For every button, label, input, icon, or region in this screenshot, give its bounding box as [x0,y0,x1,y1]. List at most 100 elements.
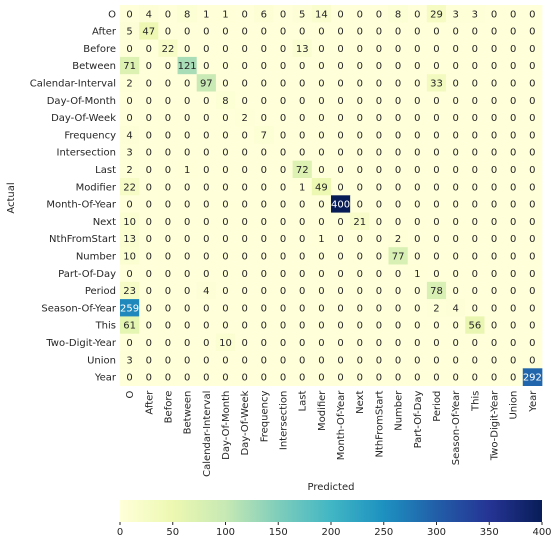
cell-value: 0 [491,165,497,176]
cell-value: 0 [146,113,152,124]
cell-value: 0 [472,200,478,211]
cell-value: 0 [241,338,247,349]
cell-value: 0 [184,182,190,193]
cell-value: 0 [165,251,171,262]
x-tick-label: Year [528,390,539,413]
heatmap-cell [369,178,389,196]
y-tick-label: Day-Of-Month [47,96,116,107]
heatmap-cell [522,299,543,317]
cell-value: 0 [241,373,247,384]
heatmap-cell [158,368,178,386]
cell-value: 0 [395,200,401,211]
cell-value: 0 [452,217,458,228]
heatmap-cell [235,299,255,317]
cell-value: 0 [280,182,286,193]
heatmap-cell [254,351,274,369]
cell-value: 0 [529,165,535,176]
cell-value: 0 [241,44,247,55]
cell-value: 0 [280,130,286,141]
cell-value: 0 [184,44,190,55]
colorbar-tick-label: 350 [480,527,499,538]
cell-value: 0 [184,148,190,159]
heatmap-cell [388,281,409,300]
cell-value: 0 [203,338,209,349]
cell-value: 0 [414,9,420,20]
cell-value: 0 [491,338,497,349]
heatmap-cell [139,229,159,248]
heatmap-cell [292,212,313,231]
cell-value: 0 [414,61,420,72]
cell-value: 0 [472,234,478,245]
heatmap-cell [292,178,313,196]
y-tick-label: NthFromStart [49,234,116,245]
heatmap-cell [139,108,159,127]
heatmap-cell [407,178,428,196]
cell-value: 56 [468,321,481,332]
cell-value: 121 [178,61,197,72]
heatmap-cell [446,5,466,23]
cell-value: 0 [433,200,439,211]
cell-value: 0 [472,251,478,262]
heatmap-cell [465,39,485,58]
heatmap-cell [139,368,159,386]
heatmap-cell [120,316,140,335]
heatmap-cell [522,56,543,75]
heatmap-cell [120,229,140,248]
y-tick-label: Between [72,61,116,72]
heatmap-cell [350,351,370,369]
heatmap-cell [330,195,351,213]
heatmap-cell [235,195,255,213]
cell-value: 0 [261,251,267,262]
cell-value: 0 [472,355,478,366]
cell-value: 0 [452,338,458,349]
heatmap-cell [484,247,504,265]
heatmap-cell [177,229,198,248]
heatmap-cell [273,229,294,248]
cell-value: 0 [241,61,247,72]
cell-value: 0 [491,269,497,280]
cell-value: 0 [529,61,535,72]
heatmap-cell [484,316,504,335]
heatmap-cell [273,212,294,231]
cell-value: 0 [357,338,363,349]
heatmap-cell [407,22,428,40]
cell-value: 0 [376,148,382,159]
cell-value: 0 [318,27,324,38]
heatmap-cell [235,108,255,127]
heatmap-cell [484,281,504,300]
heatmap-cell [446,39,466,58]
heatmap-cell [388,316,409,335]
cell-value: 0 [529,182,535,193]
cell-value: 0 [337,303,343,314]
heatmap-cell [254,91,274,110]
heatmap-cell [120,368,140,386]
cell-value: 0 [261,78,267,89]
heatmap-cell [215,74,236,92]
heatmap-cell [254,299,274,317]
cell-value: 1 [222,9,228,20]
heatmap-cell [484,126,504,144]
cell-value: 0 [222,217,228,228]
cell-value: 0 [491,234,497,245]
cell-value: 0 [433,44,439,55]
cell-value: 0 [165,321,171,332]
heatmap-cell [465,108,485,127]
cell-value: 0 [414,303,420,314]
heatmap-cell [446,108,466,127]
cell-value: 0 [491,217,497,228]
cell-value: 0 [357,251,363,262]
heatmap-cell [235,56,255,75]
cell-value: 13 [123,234,136,245]
cell-value: 0 [472,286,478,297]
cell-value: 0 [261,113,267,124]
cell-value: 0 [414,27,420,38]
heatmap-cell [139,56,159,75]
cell-value: 0 [203,182,209,193]
heatmap-cell [369,143,389,162]
cell-value: 0 [280,338,286,349]
cell-value: 0 [299,373,305,384]
cell-value: 0 [203,373,209,384]
heatmap-cell [196,178,217,196]
cell-value: 0 [337,338,343,349]
cell-value: 0 [376,303,382,314]
